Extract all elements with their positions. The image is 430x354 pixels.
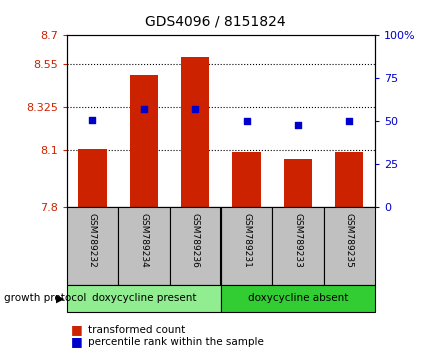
Text: doxycycline present: doxycycline present: [92, 293, 196, 303]
Bar: [78, 149, 106, 207]
Text: GSM789235: GSM789235: [344, 213, 353, 268]
FancyBboxPatch shape: [67, 207, 118, 285]
Text: transformed count: transformed count: [88, 325, 185, 335]
Bar: [283, 159, 311, 207]
Text: GDS4096 / 8151824: GDS4096 / 8151824: [145, 14, 285, 28]
FancyBboxPatch shape: [272, 207, 323, 285]
Point: [294, 122, 301, 127]
Point: [243, 118, 249, 124]
Text: GSM789231: GSM789231: [242, 213, 251, 268]
Text: GSM789234: GSM789234: [139, 213, 148, 268]
Point: [191, 107, 198, 112]
Bar: [181, 57, 209, 207]
FancyBboxPatch shape: [169, 207, 220, 285]
FancyBboxPatch shape: [67, 285, 220, 312]
Bar: [335, 152, 362, 207]
Text: percentile rank within the sample: percentile rank within the sample: [88, 337, 264, 347]
Text: ▶: ▶: [56, 293, 64, 303]
Text: ■: ■: [71, 335, 83, 348]
Text: GSM789232: GSM789232: [88, 213, 97, 268]
FancyBboxPatch shape: [220, 207, 272, 285]
Point: [345, 118, 352, 124]
Text: GSM789233: GSM789233: [293, 213, 302, 268]
FancyBboxPatch shape: [118, 207, 169, 285]
FancyBboxPatch shape: [323, 207, 374, 285]
Bar: [232, 152, 260, 207]
FancyBboxPatch shape: [220, 285, 374, 312]
Text: growth protocol: growth protocol: [4, 293, 86, 303]
Text: GSM789236: GSM789236: [190, 213, 199, 268]
Point: [89, 117, 96, 122]
Text: ■: ■: [71, 324, 83, 336]
Point: [140, 107, 147, 112]
Text: doxycycline absent: doxycycline absent: [247, 293, 347, 303]
Bar: [129, 75, 158, 207]
